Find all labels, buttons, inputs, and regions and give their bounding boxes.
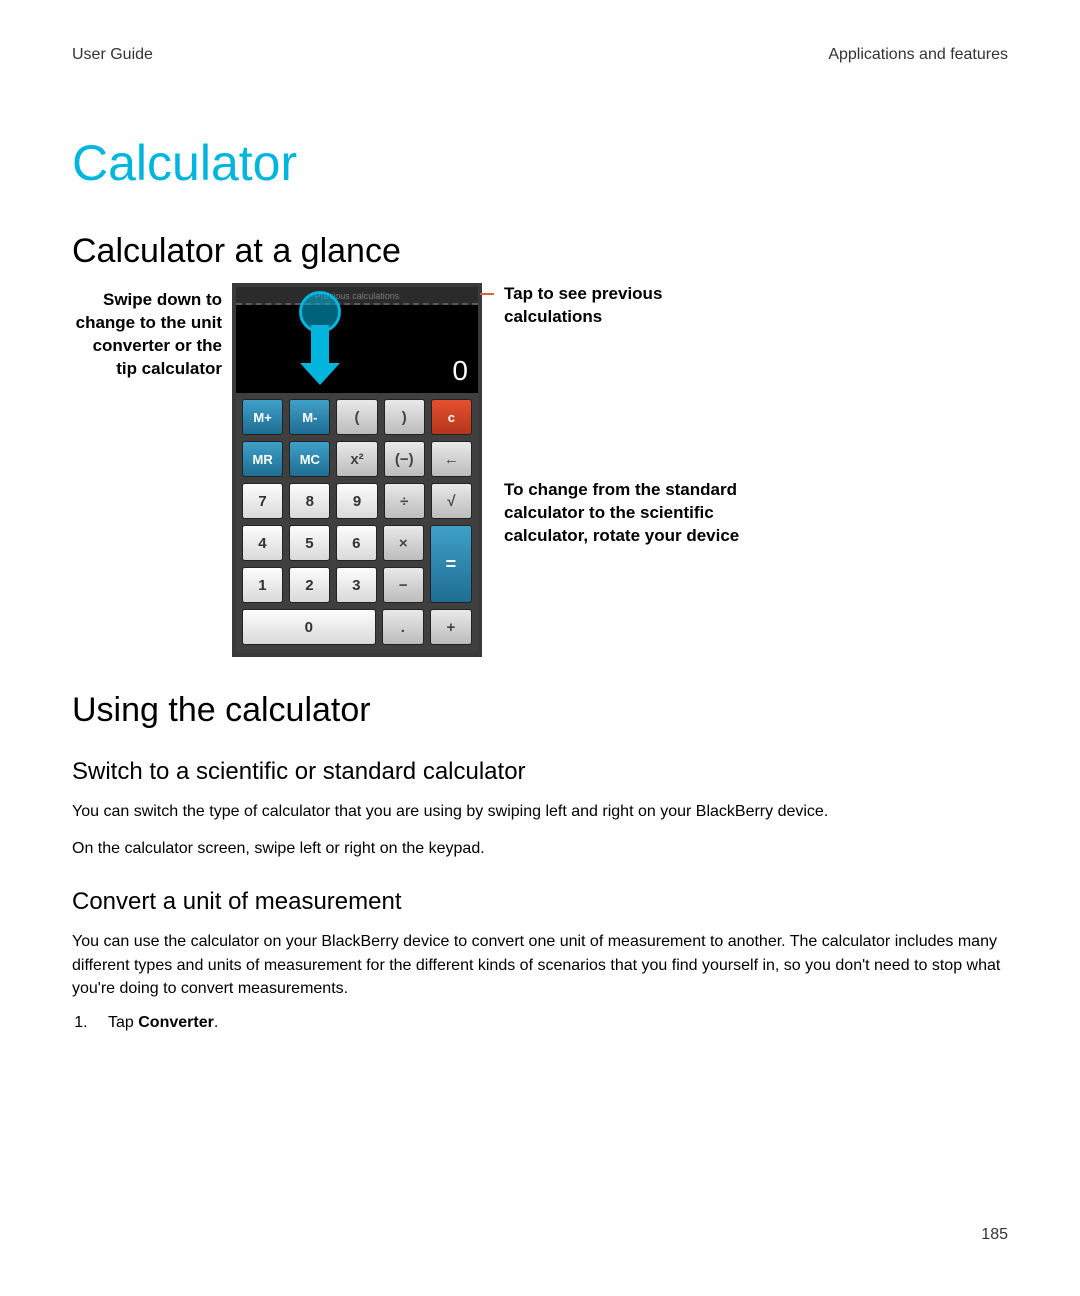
step1-suffix: .	[214, 1014, 218, 1031]
page-title: Calculator	[72, 134, 1008, 192]
header-left: User Guide	[72, 46, 153, 64]
sub-switch-heading: Switch to a scientific or standard calcu…	[72, 758, 1008, 786]
annotation-rotate-device: To change from the standard calculator t…	[504, 479, 742, 548]
sub-switch-p2: On the calculator screen, swipe left or …	[72, 837, 1008, 860]
key-backspace: ←	[431, 441, 472, 477]
key-m-plus: M+	[242, 399, 283, 435]
swipe-down-arrow-icon	[298, 291, 342, 381]
key-clear: c	[431, 399, 472, 435]
key-0: 0	[242, 609, 376, 645]
key-paren-open: (	[336, 399, 377, 435]
key-divide: ÷	[384, 483, 425, 519]
header-right: Applications and features	[828, 46, 1008, 64]
key-9: 9	[336, 483, 377, 519]
key-square: x²	[336, 441, 377, 477]
key-paren-close: )	[384, 399, 425, 435]
convert-step-1: Tap Converter.	[92, 1014, 1008, 1032]
key-5: 5	[289, 525, 330, 561]
glance-heading: Calculator at a glance	[72, 232, 1008, 271]
key-multiply: ×	[383, 525, 424, 561]
key-3: 3	[336, 567, 377, 603]
step1-bold: Converter	[138, 1014, 214, 1031]
calculator-keypad: M+ M- ( ) c MR MC x² (−) ← 7 8 9 ÷	[236, 393, 478, 653]
glance-row: Swipe down to change to the unit convert…	[72, 283, 1008, 657]
key-4: 4	[242, 525, 283, 561]
key-dot: .	[382, 609, 424, 645]
annotation-tap-previous: Tap to see previous calculations	[504, 283, 742, 329]
key-1: 1	[242, 567, 283, 603]
step1-prefix: Tap	[108, 1014, 138, 1031]
key-2: 2	[289, 567, 330, 603]
previous-calculations-bar: Previous calculations	[236, 287, 478, 305]
calculator-screenshot: Previous calculations 0 M+ M- ( ) c	[232, 283, 482, 657]
annotation-swipe-down: Swipe down to change to the unit convert…	[72, 283, 232, 381]
key-mc: MC	[289, 441, 330, 477]
convert-steps: Tap Converter.	[72, 1014, 1008, 1032]
sub-switch-p1: You can switch the type of calculator th…	[72, 800, 1008, 823]
key-6: 6	[336, 525, 377, 561]
key-sqrt: √	[431, 483, 472, 519]
key-plus: +	[430, 609, 472, 645]
key-8: 8	[289, 483, 330, 519]
key-7: 7	[242, 483, 283, 519]
key-m-minus: M-	[289, 399, 330, 435]
key-negate: (−)	[384, 441, 425, 477]
key-mr: MR	[242, 441, 283, 477]
display-value: 0	[452, 355, 468, 387]
sub-convert-heading: Convert a unit of measurement	[72, 888, 1008, 916]
page-number: 185	[981, 1226, 1008, 1244]
using-heading: Using the calculator	[72, 691, 1008, 730]
sub-convert-p1: You can use the calculator on your Black…	[72, 930, 1008, 1000]
calculator-display: 0	[236, 305, 478, 393]
key-equals: =	[430, 525, 472, 603]
key-minus: −	[383, 567, 424, 603]
